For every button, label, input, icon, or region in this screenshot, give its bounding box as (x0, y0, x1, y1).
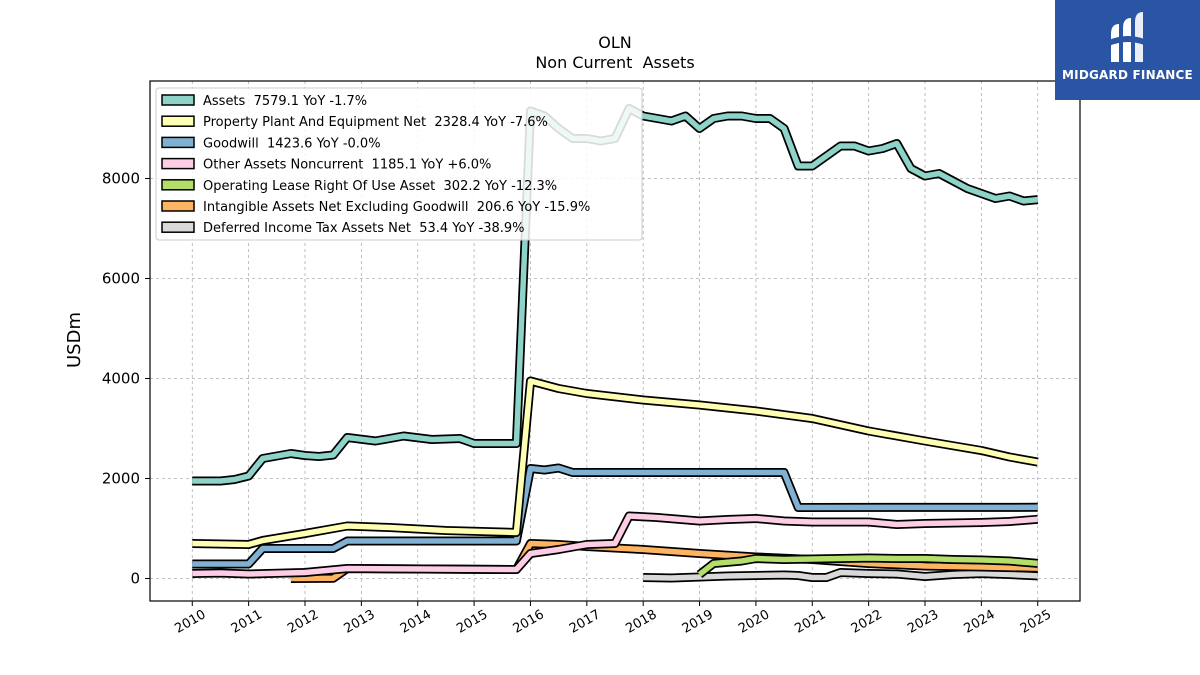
y-tick-label: 8000 (102, 170, 140, 188)
x-tick-label: 2023 (905, 607, 941, 637)
legend-swatch (161, 136, 195, 149)
series-line-goodwill (192, 465, 1038, 567)
x-tick-label: 2018 (623, 607, 659, 637)
y-tick-label: 0 (130, 570, 140, 588)
legend-swatch (161, 200, 195, 212)
legend-label: Other Assets Noncurrent 1185.1 YoY +6.0% (203, 158, 491, 173)
series-line-property-plant-and-equipment-net (192, 378, 1039, 548)
x-tick-label: 2024 (962, 607, 998, 637)
y-axis-label: USDm (64, 312, 85, 368)
stylized-mm-icon (1109, 12, 1147, 62)
logo-text: MIDGARD FINANCE (1062, 68, 1193, 82)
legend-label: Assets 7579.1 YoY -1.7% (203, 94, 367, 109)
y-tick-label: 4000 (102, 370, 140, 388)
y-tick-label: 6000 (102, 270, 140, 288)
x-tick-label: 2019 (680, 607, 716, 637)
x-tick-label: 2017 (567, 607, 603, 637)
midgard-finance-logo: MIDGARD FINANCE (1055, 0, 1200, 100)
x-tick-label: 2010 (172, 607, 208, 637)
legend-label: Operating Lease Right Of Use Asset 302.2… (203, 179, 557, 194)
x-tick-label: 2014 (398, 607, 434, 637)
legend-label: Intangible Assets Net Excluding Goodwill… (203, 200, 590, 215)
series-line-operating-lease-right-of-use-asset (697, 555, 1038, 577)
x-tick-label: 2015 (454, 607, 490, 637)
legend-swatch (161, 221, 195, 233)
legend-swatch (161, 115, 195, 127)
legend: Assets 7579.1 YoY -1.7% Property Plant An… (155, 87, 643, 241)
legend-box (155, 87, 643, 241)
legend-label: Deferred Income Tax Assets Net 53.4 YoY … (203, 221, 525, 236)
chart-subtitle: Non Current Assets (535, 53, 694, 72)
series-line-assets (192, 105, 1038, 484)
x-axis-ticks: 2010 2011 2012 2013 2014 2015 2016 2017 2018 2019… (172, 601, 1054, 637)
x-tick-label: 2013 (342, 607, 378, 637)
y-tick-label: 2000 (102, 470, 140, 488)
series-line-other-assets-noncurrent (192, 513, 1038, 577)
x-tick-label: 2012 (285, 607, 321, 637)
chart-title: OLN (598, 33, 631, 52)
x-tick-label: 2022 (849, 607, 885, 637)
legend-swatch (161, 94, 195, 106)
plot-frame (149, 80, 1081, 602)
legend-label: Goodwill 1423.6 YoY -0.0% (203, 136, 381, 151)
x-tick-label: 2016 (511, 607, 547, 637)
x-tick-label: 2011 (229, 607, 265, 637)
x-tick-label: 2020 (736, 607, 772, 637)
series-line-deferred-income-tax-assets-net (643, 569, 1038, 581)
legend-swatch (161, 179, 195, 191)
x-tick-label: 2021 (792, 607, 828, 637)
legend-label: Property Plant And Equipment Net 2328.4 … (203, 115, 548, 130)
x-tick-label: 2025 (1018, 607, 1054, 637)
y-axis-ticks: 0 2000 4000 6000 8000 (102, 170, 150, 588)
legend-swatch (161, 157, 195, 170)
series-layer (192, 104, 1039, 583)
